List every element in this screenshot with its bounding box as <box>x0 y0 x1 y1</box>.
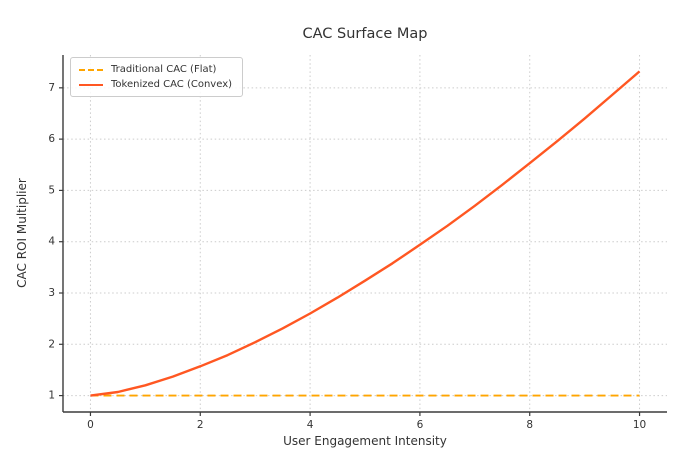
x-tick-label: 2 <box>197 419 204 431</box>
x-tick-label: 8 <box>526 419 533 431</box>
y-axis-label: CAC ROI Multiplier <box>15 178 29 288</box>
legend-label-tokenized-cac: Tokenized CAC (Convex) <box>111 79 233 90</box>
y-tick-label: 5 <box>48 184 55 196</box>
y-tick-label: 4 <box>48 236 55 248</box>
y-tick-label: 2 <box>48 338 55 350</box>
chart-title: CAC Surface Map <box>302 26 428 42</box>
y-tick-label: 6 <box>48 133 55 145</box>
legend: Traditional CAC (Flat) Tokenized CAC (Co… <box>70 57 244 97</box>
x-tick-label: 4 <box>307 419 314 431</box>
y-tick-label: 7 <box>48 82 55 94</box>
y-tick-label: 1 <box>48 390 55 402</box>
legend-item-traditional-cac: Traditional CAC (Flat) <box>79 64 232 75</box>
legend-label-traditional-cac: Traditional CAC (Flat) <box>111 64 217 75</box>
y-tick-label: 3 <box>48 287 55 299</box>
series-line-1 <box>90 70 641 397</box>
x-tick-label: 6 <box>417 419 424 431</box>
x-axis-label: User Engagement Intensity <box>283 434 447 448</box>
x-tick-label: 10 <box>633 419 646 431</box>
solid-line-sample-icon <box>79 83 103 86</box>
dashed-line-sample-icon <box>79 68 103 71</box>
legend-item-tokenized-cac: Tokenized CAC (Convex) <box>79 79 232 90</box>
x-tick-label: 0 <box>87 419 94 431</box>
